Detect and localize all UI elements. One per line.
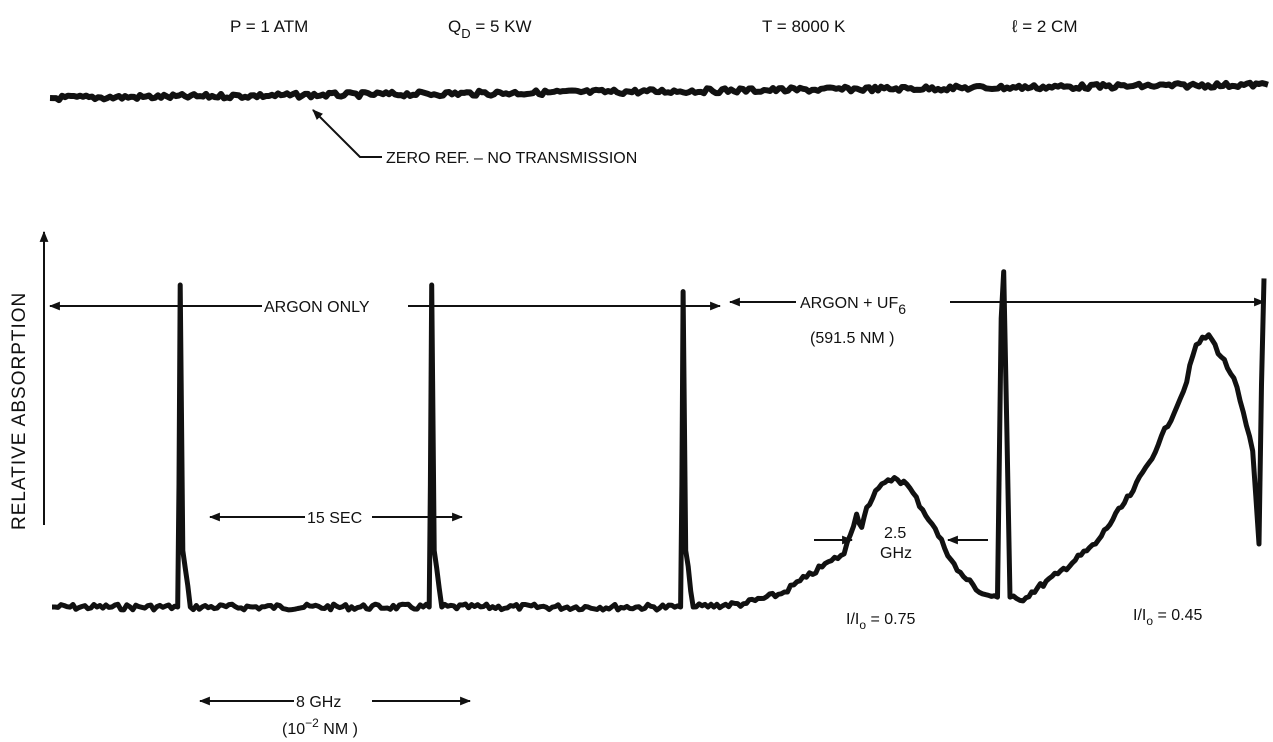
argon-only-label: ARGON ONLY bbox=[264, 299, 370, 316]
ratio-075-label: I/Io = 0.75 bbox=[846, 611, 916, 632]
linewidth-unit: GHz bbox=[880, 545, 912, 562]
zero-reference-trace bbox=[50, 83, 1268, 100]
length-label: ℓ = 2 CM bbox=[1011, 17, 1078, 36]
absorption-trace bbox=[52, 272, 1264, 610]
period-label: 15 SEC bbox=[307, 510, 362, 527]
temperature-label: T = 8000 K bbox=[762, 17, 846, 36]
ratio-045-label: I/Io = 0.45 bbox=[1133, 607, 1203, 628]
argon-uf6-label: ARGON + UF6 bbox=[800, 295, 906, 317]
zero-reference-pointer bbox=[313, 110, 382, 157]
pressure-label: P = 1 ATM bbox=[230, 17, 308, 36]
scale-equivalent-label: (10−2 NM ) bbox=[282, 716, 358, 738]
wavelength-label: (591.5 NM ) bbox=[810, 330, 894, 347]
zero-reference-label: ZERO REF. – NO TRANSMISSION bbox=[386, 150, 637, 167]
scale-value-label: 8 GHz bbox=[296, 694, 341, 711]
y-axis-label: RELATIVE ABSORPTION bbox=[9, 292, 30, 530]
power-label: QD = 5 KW bbox=[448, 17, 532, 41]
linewidth-value: 2.5 bbox=[884, 525, 906, 542]
